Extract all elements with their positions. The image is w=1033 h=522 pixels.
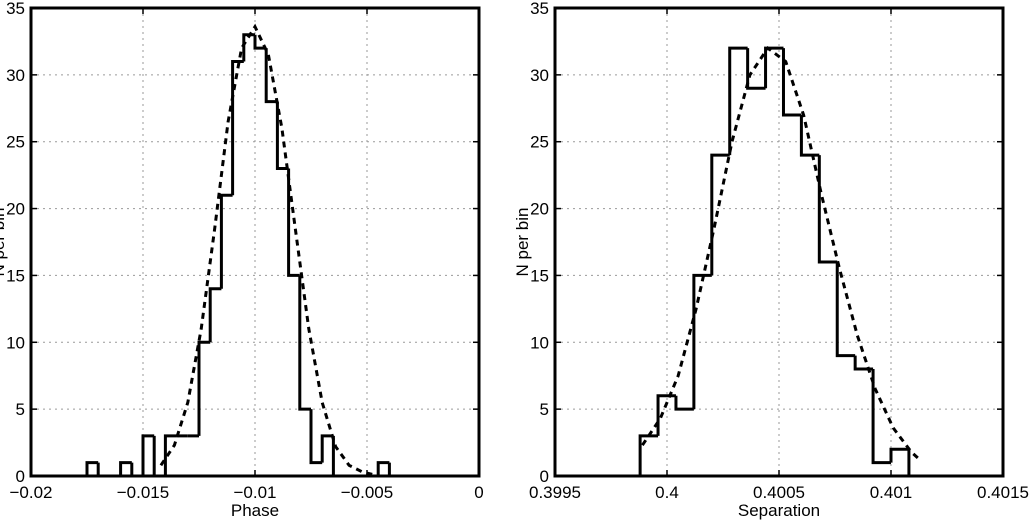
histogram-bin: [889, 447, 909, 463]
gaussian-fit-curve: [641, 45, 922, 462]
x-tick-label: 0.3995: [529, 483, 581, 502]
histogram-bin: [817, 155, 838, 264]
y-tick-label: 15: [6, 266, 25, 285]
histogram-bin: [152, 435, 166, 478]
histogram-bin: [764, 46, 784, 89]
x-tick-label: 0.4: [655, 483, 679, 502]
histogram-bin: [197, 340, 211, 436]
y-tick-label: 30: [530, 66, 549, 85]
histogram-bin: [253, 34, 267, 50]
x-tick-label: 0.4015: [977, 483, 1029, 502]
histogram-bin: [871, 369, 891, 465]
x-tick-label: −0.015: [117, 483, 169, 502]
y-tick-label: 0: [540, 467, 549, 486]
y-tick-label: 10: [6, 333, 25, 352]
separation-histogram-panel: 0.3995 0.4 0.4005 0.401 0.4015 0 5 10 15 20 25 30 35…: [513, 0, 1029, 520]
histogram-bin: [119, 461, 132, 476]
histogram-bin: [320, 434, 334, 463]
histogram-bin: [781, 48, 802, 117]
x-tick-label: −0.005: [341, 483, 393, 502]
y-tick-label: 30: [6, 66, 25, 85]
histogram-bin: [835, 262, 856, 358]
y-tick-label: 20: [530, 200, 549, 219]
histogram-bin: [387, 462, 401, 478]
x-axis-label: Phase: [231, 501, 279, 520]
histogram-bin: [163, 434, 177, 476]
histogram-bin: [242, 33, 255, 62]
histogram-bin: [728, 46, 748, 156]
x-tick-label: 0.4005: [753, 483, 805, 502]
histogram-bin: [638, 434, 659, 476]
histogram-bin: [710, 153, 730, 276]
y-tick-label: 35: [6, 0, 25, 18]
histogram-bin: [674, 395, 694, 411]
y-tick-label: 25: [530, 133, 549, 152]
histogram-bin: [275, 101, 289, 170]
phase-histogram-panel: −0.02 −0.015 −0.01 −0.005 0 0 5 10 15 20 25 30 35 Pha…: [0, 0, 484, 520]
y-tick-label: 25: [6, 133, 25, 152]
y-axis-label: N per bin: [513, 208, 532, 277]
histogram-bin: [309, 409, 323, 465]
x-tick-label: 0.401: [870, 483, 913, 502]
x-tick-label: 0: [474, 483, 483, 502]
plot-frame: [553, 6, 1005, 478]
histogram-bin: [298, 275, 311, 411]
histogram-bin: [219, 193, 233, 289]
y-tick-label: 15: [530, 266, 549, 285]
histogram-bin: [692, 273, 712, 410]
x-axis-label: Separation: [738, 501, 820, 520]
histogram-bin: [130, 462, 143, 478]
y-tick-label: 0: [16, 467, 25, 486]
histogram-bin: [96, 462, 110, 478]
histogram-bin: [287, 168, 300, 277]
y-axis-label: N per bin: [0, 208, 8, 277]
histogram-bin: [376, 461, 390, 476]
y-tick-label: 5: [540, 400, 549, 419]
histogram-bin: [208, 287, 222, 343]
x-tick-label: −0.01: [233, 483, 276, 502]
y-tick-label: 10: [530, 333, 549, 352]
histogram-bin: [907, 449, 927, 478]
y-tick-label: 20: [6, 200, 25, 219]
histogram-bin: [141, 434, 155, 476]
histogram-bin: [264, 48, 278, 104]
y-tick-label: 35: [530, 0, 549, 18]
plot-frame: [29, 6, 481, 478]
histogram-bin: [231, 59, 244, 196]
y-tick-label: 5: [16, 400, 25, 419]
x-tick-label: −0.02: [9, 483, 52, 502]
histogram-bin: [85, 461, 99, 476]
